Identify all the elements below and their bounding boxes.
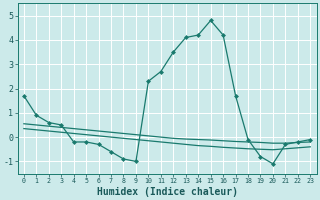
X-axis label: Humidex (Indice chaleur): Humidex (Indice chaleur) [97, 186, 237, 197]
